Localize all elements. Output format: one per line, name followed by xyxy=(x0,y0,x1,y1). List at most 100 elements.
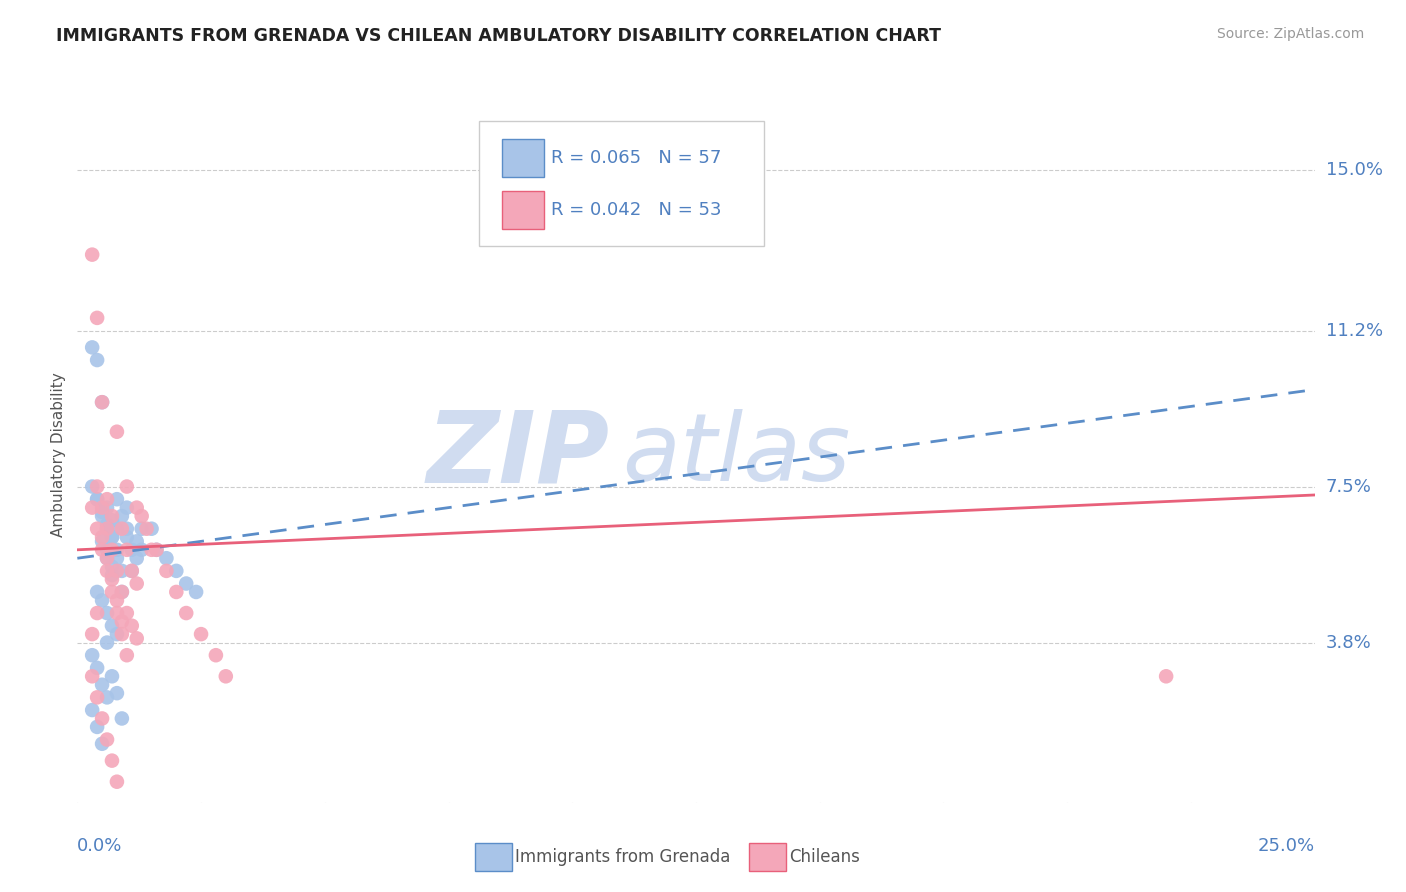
Point xyxy=(174,576,197,591)
Point xyxy=(131,542,153,557)
Point xyxy=(101,542,124,557)
Point xyxy=(125,632,148,646)
Point xyxy=(115,522,138,536)
Point xyxy=(111,522,134,536)
Point xyxy=(91,530,114,544)
Text: atlas: atlas xyxy=(621,409,851,500)
Point xyxy=(155,564,177,578)
Point xyxy=(101,618,124,632)
Point xyxy=(101,509,124,524)
Point xyxy=(111,585,134,599)
Point xyxy=(105,593,128,607)
Point xyxy=(105,492,128,507)
Text: 25.0%: 25.0% xyxy=(1257,837,1315,855)
Point xyxy=(96,732,118,747)
Point xyxy=(105,425,128,439)
Point xyxy=(121,618,143,632)
Point xyxy=(111,564,134,578)
Point xyxy=(101,530,124,544)
Text: 3.8%: 3.8% xyxy=(1326,633,1371,651)
Point xyxy=(96,551,118,566)
Point xyxy=(86,310,108,325)
Point xyxy=(96,500,118,515)
Point xyxy=(115,648,138,663)
Point xyxy=(105,686,128,700)
Point xyxy=(115,542,138,557)
Point xyxy=(135,522,157,536)
Point xyxy=(101,585,124,599)
Point xyxy=(121,542,143,557)
Point xyxy=(91,505,114,519)
Point xyxy=(121,564,143,578)
Text: 15.0%: 15.0% xyxy=(1326,161,1382,179)
Point xyxy=(82,247,104,261)
Point xyxy=(125,534,148,549)
Point xyxy=(111,627,134,641)
Point xyxy=(111,711,134,725)
Point xyxy=(86,492,108,507)
Point xyxy=(86,606,108,620)
Point xyxy=(82,703,104,717)
Point xyxy=(82,500,104,515)
Point xyxy=(125,576,148,591)
Point xyxy=(96,635,118,649)
Point xyxy=(105,522,128,536)
Point xyxy=(141,542,163,557)
Point xyxy=(101,572,124,586)
Point xyxy=(86,661,108,675)
Text: R = 0.065   N = 57: R = 0.065 N = 57 xyxy=(551,149,721,167)
Point xyxy=(101,513,124,527)
Point xyxy=(91,737,114,751)
Point xyxy=(101,669,124,683)
Point xyxy=(86,720,108,734)
Point xyxy=(91,509,114,524)
Point xyxy=(190,627,212,641)
Point xyxy=(145,542,167,557)
Point xyxy=(96,517,118,532)
Point xyxy=(125,500,148,515)
Text: IMMIGRANTS FROM GRENADA VS CHILEAN AMBULATORY DISABILITY CORRELATION CHART: IMMIGRANTS FROM GRENADA VS CHILEAN AMBUL… xyxy=(56,27,941,45)
Point xyxy=(184,585,207,599)
Point xyxy=(86,479,108,493)
Point xyxy=(96,606,118,620)
Point xyxy=(111,615,134,629)
Y-axis label: Ambulatory Disability: Ambulatory Disability xyxy=(51,373,66,537)
Text: Chileans: Chileans xyxy=(789,848,859,866)
Point xyxy=(115,500,138,515)
Point xyxy=(105,627,128,641)
Text: 0.0%: 0.0% xyxy=(77,837,122,855)
Point xyxy=(91,500,114,515)
Point xyxy=(141,522,163,536)
Point xyxy=(115,606,138,620)
Point xyxy=(115,479,138,493)
Point xyxy=(111,509,134,524)
Point xyxy=(101,754,124,768)
Point xyxy=(205,648,228,663)
Point xyxy=(131,509,153,524)
Point xyxy=(91,395,114,409)
Point xyxy=(96,542,118,557)
Point xyxy=(86,353,108,368)
Point xyxy=(1154,669,1177,683)
Point xyxy=(82,648,104,663)
Point xyxy=(82,479,104,493)
Point xyxy=(91,593,114,607)
Point xyxy=(101,530,124,544)
Text: R = 0.042   N = 53: R = 0.042 N = 53 xyxy=(551,201,721,219)
FancyBboxPatch shape xyxy=(502,191,544,229)
Text: 11.2%: 11.2% xyxy=(1326,321,1384,340)
Point xyxy=(105,564,128,578)
Point xyxy=(86,585,108,599)
Point xyxy=(96,564,118,578)
Point xyxy=(86,690,108,705)
Text: Source: ZipAtlas.com: Source: ZipAtlas.com xyxy=(1216,27,1364,41)
Point xyxy=(101,568,124,582)
Point xyxy=(111,585,134,599)
Point xyxy=(91,534,114,549)
Point xyxy=(115,530,138,544)
Point xyxy=(86,492,108,507)
Point xyxy=(125,551,148,566)
Point xyxy=(91,542,114,557)
Point xyxy=(145,542,167,557)
Point xyxy=(96,690,118,705)
